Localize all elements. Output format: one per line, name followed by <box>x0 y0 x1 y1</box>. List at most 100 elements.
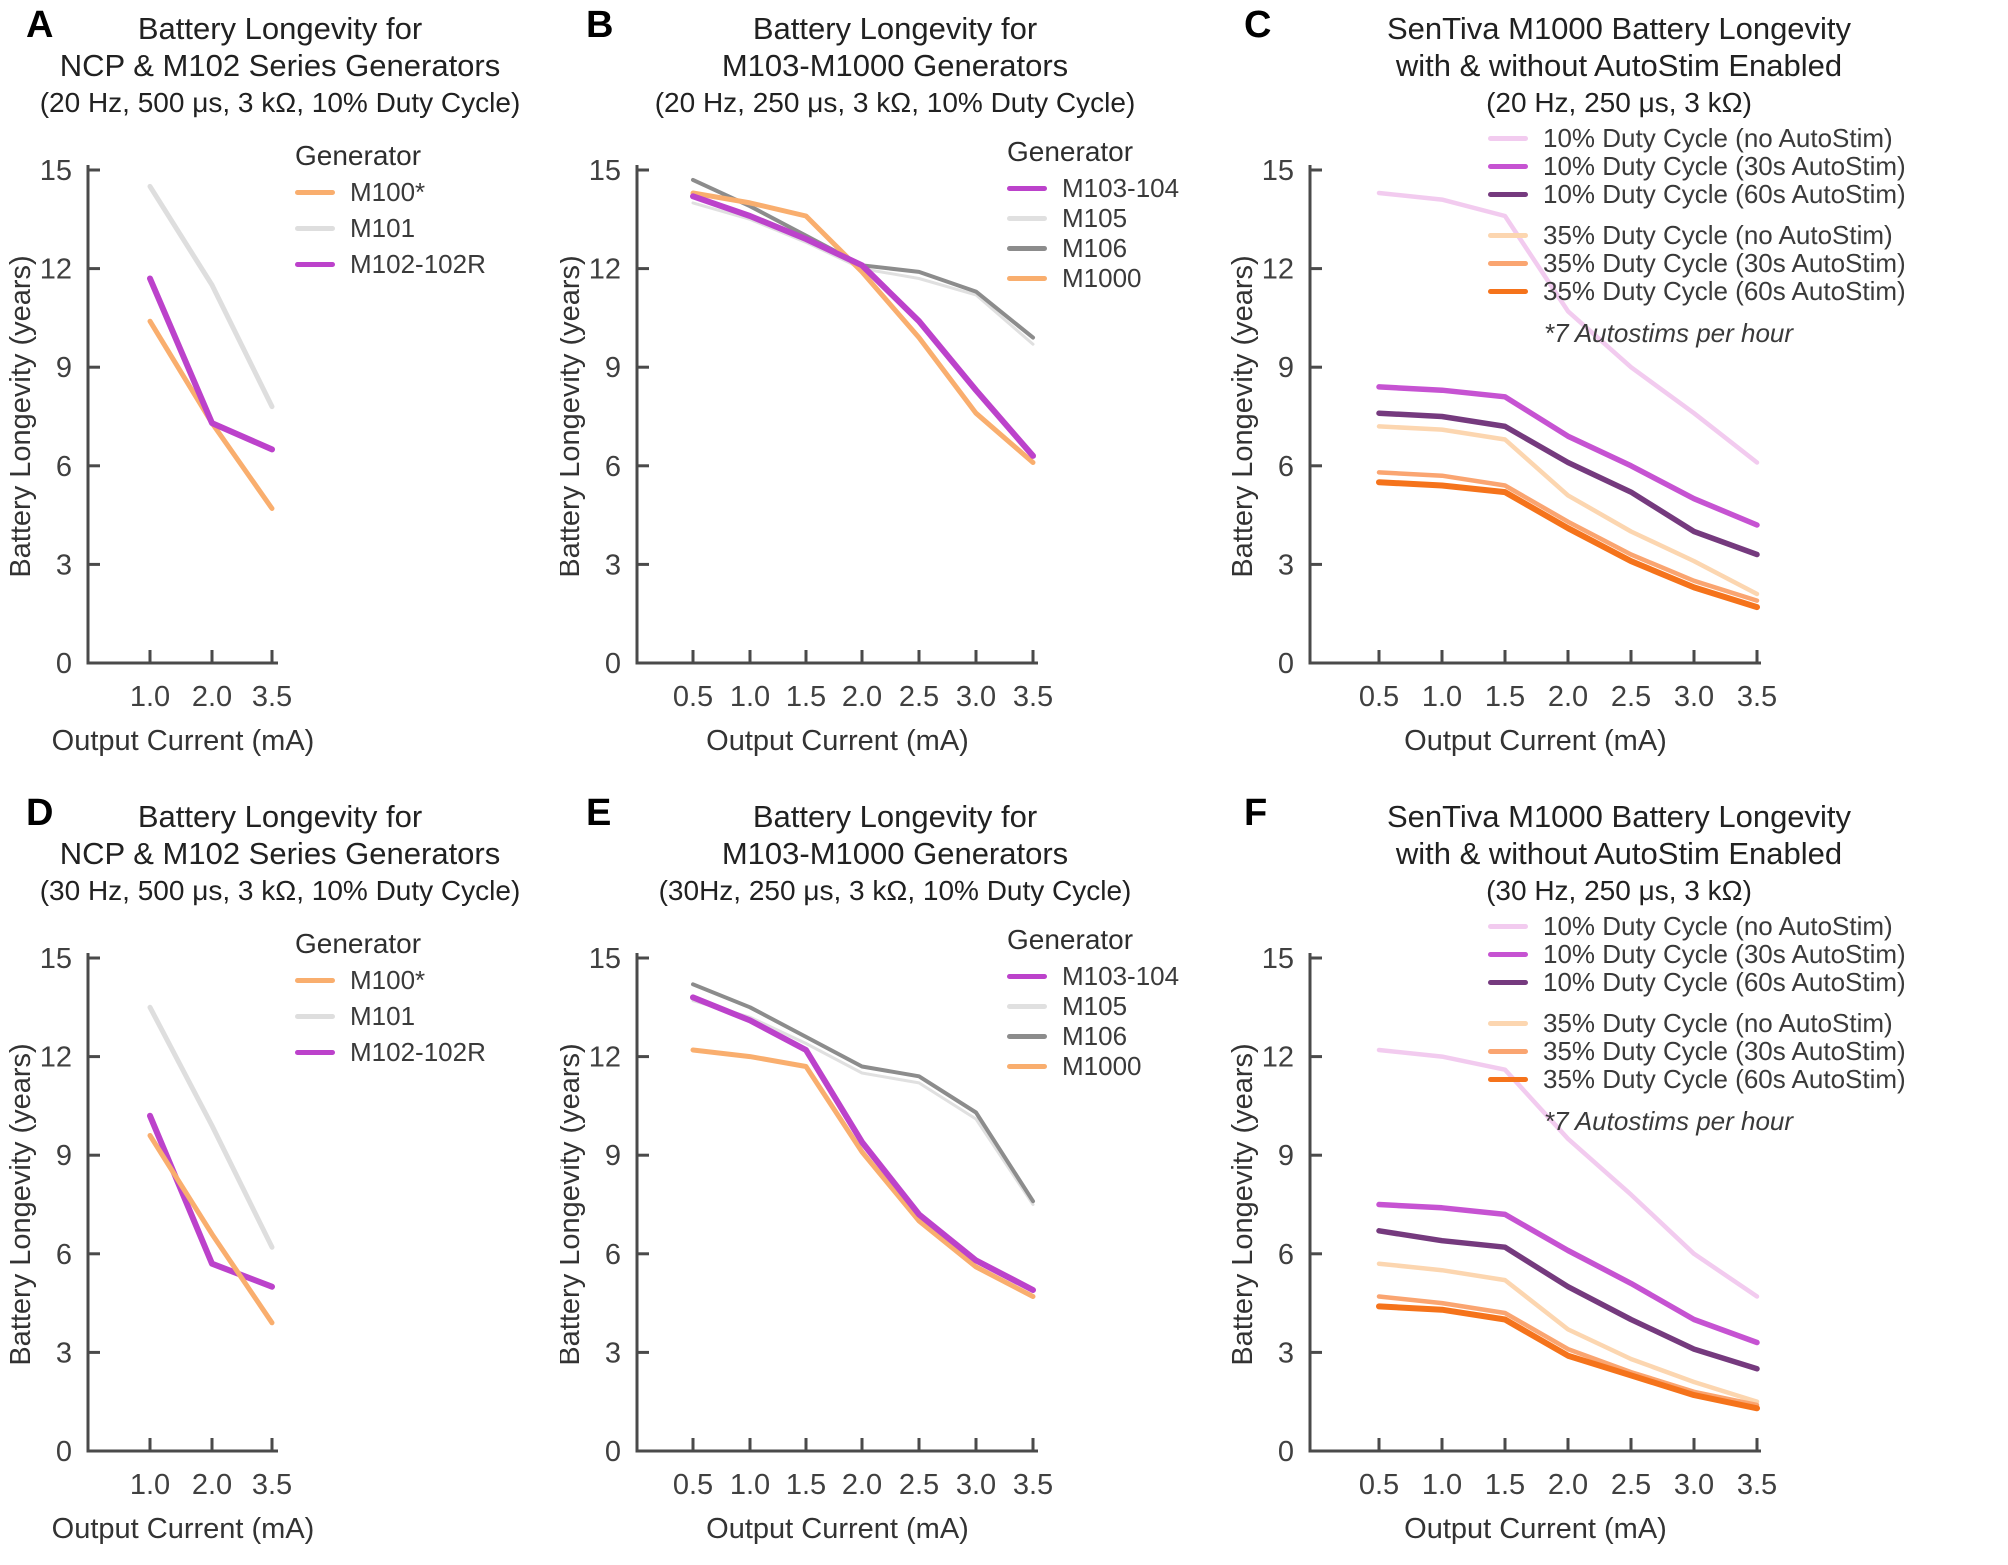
line-chart-C: 0 3 6 9 12 15 0.5 1.0 1.5 2.0 2.5 3.0 3.5 Output Curr… <box>1230 155 1777 757</box>
legend-item: M100* <box>295 965 486 995</box>
y-tick-label: 3 <box>56 1337 72 1369</box>
axis-lines <box>1308 165 1761 665</box>
x-tick-label: 0.5 <box>673 1469 713 1501</box>
legend-swatch-line <box>1488 164 1528 169</box>
y-tick-label: 12 <box>1262 1042 1294 1074</box>
legend-title: Generator <box>295 140 422 171</box>
y-tick-label: 15 <box>1262 943 1294 975</box>
y-axis-label: Battery Longevity (years) <box>5 1043 37 1365</box>
legend-item: M106 <box>1007 1021 1179 1051</box>
legend-label: 10% Duty Cycle (30s AutoStim) <box>1543 151 1906 181</box>
legend-title: Generator <box>1007 136 1134 167</box>
legend-label: M106 <box>1062 1021 1128 1051</box>
legend-swatch-line <box>295 190 335 195</box>
title-line-3: (20 Hz, 250 μs, 3 kΩ) <box>1486 87 1752 118</box>
series-line-M103-104 <box>690 193 1036 459</box>
series-line-10% Duty Cycle (no AutoStim) <box>1376 1047 1760 1299</box>
legend-label: 10% Duty Cycle (no AutoStim) <box>1543 911 1893 941</box>
legend-title: Generator <box>295 928 422 959</box>
y-tick-label: 12 <box>589 1042 621 1074</box>
line-chart-F: 0 3 6 9 12 15 0.5 1.0 1.5 2.0 2.5 3.0 3.5 Output Curr… <box>1230 943 1777 1545</box>
legend-item: 10% Duty Cycle (no AutoStim) <box>1488 123 1906 153</box>
panel-E: E Battery Longevity for M103-M1000 Gener… <box>560 788 1230 1565</box>
autostim-note: *7 Autostims per hour <box>1544 318 1794 348</box>
legend-label: 10% Duty Cycle (no AutoStim) <box>1543 123 1893 153</box>
x-tick-label: 3.0 <box>1674 1469 1714 1501</box>
panel-title: Battery Longevity for NCP & M102 Series … <box>25 10 535 121</box>
legend-item: 10% Duty Cycle (30s AutoStim) <box>1488 941 1906 967</box>
legend-label: 35% Duty Cycle (no AutoStim) <box>1543 220 1893 250</box>
legend-item: M106 <box>1007 235 1179 261</box>
legend-swatch-line <box>1007 276 1047 281</box>
title-line-2: NCP & M102 Series Generators <box>59 48 501 83</box>
legend-item: M1000 <box>1007 1053 1179 1079</box>
x-tick-label: 3.5 <box>1737 1469 1777 1501</box>
y-tick-label: 9 <box>56 1140 72 1172</box>
x-tick-label: 3.5 <box>252 1469 292 1501</box>
x-axis-label: Output Current (mA) <box>706 725 969 757</box>
y-axis-label: Battery Longevity (years) <box>5 255 37 577</box>
legend-label: M101 <box>350 1001 416 1031</box>
legend-item: 10% Duty Cycle (60s AutoStim) <box>1488 181 1906 207</box>
y-tick-label: 0 <box>1278 1436 1294 1468</box>
y-tick-label: 6 <box>605 1239 621 1271</box>
legend-label: M100* <box>350 965 426 995</box>
legend-B: Generator M103-104 M105 M106 M1000 <box>1007 136 1179 296</box>
title-line-2: with & without AutoStim Enabled <box>1395 836 1843 871</box>
y-tick-label: 9 <box>1278 1140 1294 1172</box>
legend-item: 35% Duty Cycle (30s AutoStim) <box>1488 248 1906 278</box>
legend-item: M100* <box>295 179 486 205</box>
title-line-1: SenTiva M1000 Battery Longevity <box>1386 11 1852 46</box>
title-line-2: with & without AutoStim Enabled <box>1395 48 1843 83</box>
x-tick-label: 2.5 <box>1611 1469 1651 1501</box>
legend-label: M105 <box>1062 203 1128 233</box>
title-line-3: (20 Hz, 250 μs, 3 kΩ, 10% Duty Cycle) <box>654 87 1136 118</box>
legend-item: M1000 <box>1007 265 1179 291</box>
panel-C: C SenTiva M1000 Battery Longevity with &… <box>1230 0 2008 788</box>
title-line-2: M103-M1000 Generators <box>721 836 1069 871</box>
legend-label: 10% Duty Cycle (60s AutoStim) <box>1543 967 1906 997</box>
legend-item: M103-104 <box>1007 175 1179 201</box>
y-tick-label: 6 <box>605 451 621 483</box>
series-line-35% Duty Cycle (60s AutoStim) <box>1376 479 1760 611</box>
legend-item: M105 <box>1007 203 1179 233</box>
legend-C: 10% Duty Cycle (no AutoStim) 10% Duty Cyc… <box>1488 123 1906 349</box>
x-axis-label: Output Current (mA) <box>1404 1513 1667 1545</box>
series-line-35% Duty Cycle (60s AutoStim) <box>1376 1303 1760 1412</box>
x-tick-label: 3.5 <box>1737 681 1777 713</box>
series-line-M105 <box>691 999 1035 1206</box>
panel-label: C <box>1244 4 1272 46</box>
legend-item: 35% Duty Cycle (no AutoStim) <box>1488 1010 1906 1036</box>
y-tick-label: 0 <box>1278 648 1294 680</box>
y-tick-label: 6 <box>56 1239 72 1271</box>
autostim-note: *7 Autostims per hour <box>1544 1106 1794 1136</box>
title-line-1: Battery Longevity for <box>752 11 1038 46</box>
series-line-M103-104 <box>690 994 1036 1293</box>
x-axis-label: Output Current (mA) <box>52 725 315 757</box>
x-tick-label: 3.5 <box>1013 1469 1053 1501</box>
legend-swatch-line <box>1007 1034 1047 1039</box>
legend-item: 10% Duty Cycle (no AutoStim) <box>1488 911 1906 941</box>
series-line-35% Duty Cycle (30s AutoStim) <box>1376 1294 1760 1408</box>
legend-item: M105 <box>1007 993 1179 1019</box>
legend-swatch-line <box>1488 980 1528 985</box>
title-line-2: M103-M1000 Generators <box>721 48 1069 83</box>
x-tick-label: 1.0 <box>730 1469 770 1501</box>
legend-swatch-line <box>1488 261 1528 266</box>
y-tick-label: 6 <box>1278 451 1294 483</box>
x-axis-label: Output Current (mA) <box>706 1513 969 1545</box>
legend-swatch-line <box>295 262 335 267</box>
legend-label: 35% Duty Cycle (30s AutoStim) <box>1543 248 1906 278</box>
x-tick-label: 2.5 <box>899 1469 939 1501</box>
legend-F: 10% Duty Cycle (no AutoStim) 10% Duty Cyc… <box>1488 911 1906 1137</box>
x-tick-label: 1.0 <box>130 681 170 713</box>
x-axis-label: Output Current (mA) <box>52 1513 315 1545</box>
legend-item: M103-104 <box>1007 963 1179 989</box>
y-tick-label: 3 <box>56 549 72 581</box>
line-chart-D: 0 3 6 9 12 15 1.0 2.0 3.5 Output Current (mA) Batt… <box>5 943 315 1545</box>
x-axis-label: Output Current (mA) <box>1404 725 1667 757</box>
panel-D: D Battery Longevity for NCP & M102 Serie… <box>0 788 560 1565</box>
x-tick-label: 3.5 <box>252 681 292 713</box>
x-tick-label: 1.5 <box>786 1469 826 1501</box>
x-tick-label: 1.0 <box>1422 681 1462 713</box>
